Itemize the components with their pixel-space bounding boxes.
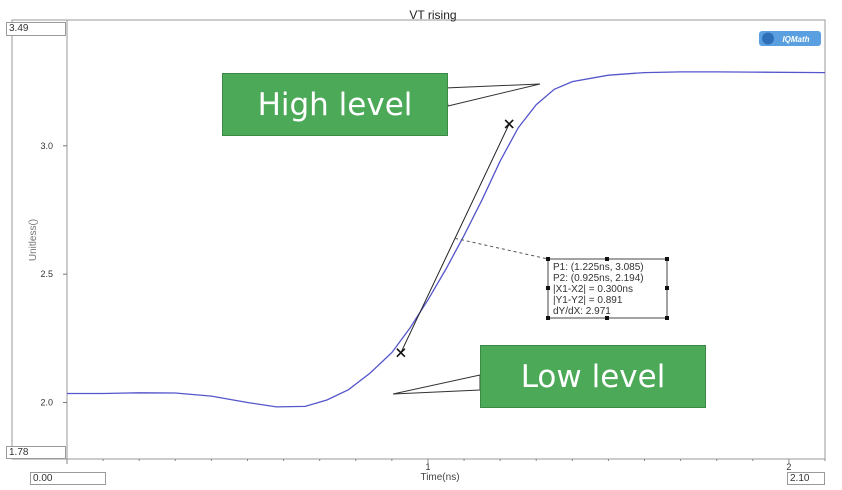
high-callout-tail [444,83,541,107]
y-max-box[interactable]: 3.49 [6,22,66,36]
low-level-callout: Low level [480,345,706,408]
y-tick-label-2: 3.0 [40,141,53,151]
handle-tm[interactable] [605,257,609,261]
handle-bm[interactable] [605,316,609,320]
marker-stroke [396,348,406,358]
logo-text: IQMath [782,35,809,44]
iqmath-logo: IQMath [759,31,821,46]
y-tick-label-1: 2.5 [40,269,53,279]
chart-title: VT rising [409,8,456,22]
y-tick-label-0: 2.0 [40,398,53,408]
measurement-line-3: |X1-X2| = 0.300ns [553,284,633,295]
x-max-box[interactable]: 2.10 [787,472,825,485]
y-ticks: 2.0 2.5 3.0 [40,141,67,408]
measurement-box[interactable]: P1: (1.225ns, 3.085) P2: (0.925ns, 2.194… [546,257,669,320]
measurement-line [400,123,510,353]
measurement-leader-line [454,237,549,260]
marker-stroke [504,119,514,129]
handle-tl[interactable] [546,257,550,261]
x-min-box[interactable]: 0.00 [30,472,106,485]
y-min-box[interactable]: 1.78 [6,446,66,459]
measurement-line-1: P1: (1.225ns, 3.085) [553,262,644,273]
measurement-box-border [547,258,668,319]
x-tick-label-1: 2 [786,462,791,472]
measurement-line-4: |Y1-Y2| = 0.891 [553,295,623,306]
measurement-line-2: P2: (0.925ns, 2.194) [553,273,644,284]
x-tick-label-0: 1 [425,462,430,472]
handle-ml[interactable] [546,286,550,290]
y-axis-label: Unitless() [28,219,39,261]
measurement-line-5: dY/dX: 2.971 [553,306,611,317]
handle-bl[interactable] [546,316,550,320]
low-callout-tail [392,374,481,395]
handle-br[interactable] [665,316,669,320]
p1-marker[interactable] [504,119,514,129]
handle-mr[interactable] [665,286,669,290]
series-line [67,71,826,408]
high-level-callout: High level [222,73,448,136]
x-axis-label: Time(ns) [420,472,459,483]
handle-tr[interactable] [665,257,669,261]
p2-marker[interactable] [396,348,406,358]
